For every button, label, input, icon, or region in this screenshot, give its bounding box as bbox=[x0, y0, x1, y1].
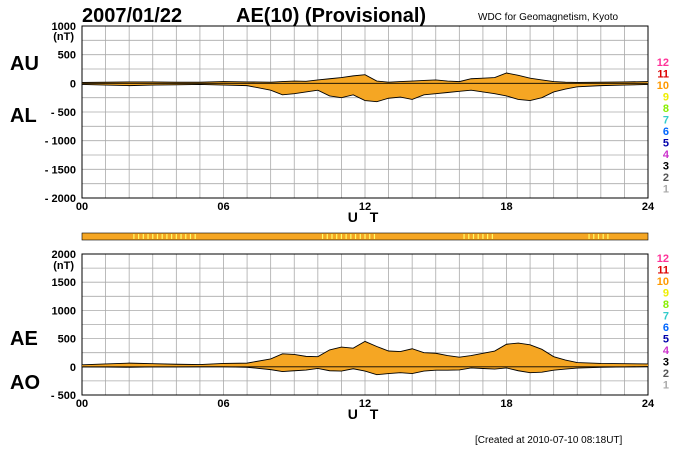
chart-date: 2007/01/22 bbox=[82, 5, 182, 27]
station-legend-item: 6 bbox=[663, 126, 669, 138]
plot-frame bbox=[81, 25, 649, 199]
x-tick-label: 18 bbox=[500, 398, 512, 410]
station-legend-item: 1 bbox=[663, 184, 669, 196]
station-legend-item: 3 bbox=[663, 161, 669, 173]
series-1-line bbox=[81, 84, 649, 103]
institution-label: WDC for Geomagnetism, Kyoto bbox=[478, 12, 618, 23]
station-legend-item: 7 bbox=[663, 115, 669, 127]
station-legend-item: 2 bbox=[663, 368, 669, 380]
created-timestamp: [Created at 2010-07-10 08:18UT] bbox=[475, 435, 623, 446]
series-0-area bbox=[82, 341, 648, 367]
station-legend-item: 8 bbox=[663, 299, 669, 311]
y-tick-label: 500 bbox=[58, 50, 76, 62]
y-tick-label: - 500 bbox=[51, 390, 76, 402]
index-label-upper: AE bbox=[10, 328, 38, 350]
y-tick-label: 500 bbox=[58, 334, 76, 346]
y-tick-label: 0 bbox=[70, 78, 76, 90]
y-tick-label: 1000 bbox=[52, 305, 76, 317]
station-legend-item: 6 bbox=[663, 322, 669, 334]
station-legend-item: 5 bbox=[663, 334, 669, 346]
index-label-lower: AO bbox=[10, 372, 40, 394]
station-legend-item: 8 bbox=[663, 103, 669, 115]
series-0-area bbox=[82, 73, 648, 84]
station-legend-item: 11 bbox=[657, 69, 669, 81]
x-tick-label: 00 bbox=[76, 201, 88, 213]
y-tick-label: - 500 bbox=[51, 107, 76, 119]
y-tick-label: - 1500 bbox=[45, 164, 76, 176]
x-tick-label: 12 bbox=[359, 398, 371, 410]
plot-frame bbox=[81, 253, 649, 396]
y-tick-label: - 2000 bbox=[45, 193, 76, 205]
station-legend-item: 5 bbox=[663, 138, 669, 150]
series-0-line bbox=[81, 72, 649, 83]
station-legend-item: 10 bbox=[657, 276, 669, 288]
series-1-area bbox=[82, 83, 648, 102]
station-legend-item: 4 bbox=[663, 345, 670, 357]
y-tick-label: 2000 bbox=[52, 249, 76, 261]
y-tick-label: - 1000 bbox=[45, 136, 76, 148]
station-legend-item: 3 bbox=[663, 357, 669, 369]
chart-title: AE(10) (Provisional) bbox=[236, 5, 426, 27]
station-legend-item: 12 bbox=[657, 253, 669, 265]
x-tick-label: 24 bbox=[642, 398, 655, 410]
station-legend-item: 11 bbox=[657, 265, 669, 277]
index-label-upper: AU bbox=[10, 53, 39, 75]
x-axis-label: U T bbox=[348, 406, 383, 422]
x-tick-label: 12 bbox=[359, 201, 371, 213]
station-legend-item: 1 bbox=[663, 380, 669, 392]
station-legend-item: 12 bbox=[657, 57, 669, 69]
station-legend-item: 7 bbox=[663, 311, 669, 323]
index-label-lower: AL bbox=[10, 105, 37, 127]
series-0-line bbox=[81, 340, 649, 366]
y-unit-label: (nT) bbox=[53, 260, 74, 272]
x-tick-label: 24 bbox=[642, 201, 655, 213]
station-legend-item: 2 bbox=[663, 172, 669, 184]
y-tick-label: 1000 bbox=[52, 21, 76, 33]
y-tick-label: 0 bbox=[70, 362, 76, 374]
y-tick-label: 1500 bbox=[52, 277, 76, 289]
x-tick-label: 06 bbox=[217, 201, 229, 213]
x-tick-label: 18 bbox=[500, 201, 512, 213]
x-tick-label: 00 bbox=[76, 398, 88, 410]
station-coverage-bar bbox=[81, 232, 649, 241]
x-tick-label: 06 bbox=[217, 398, 229, 410]
station-legend-item: 9 bbox=[663, 288, 669, 300]
au-al-panel: 1000 500 0 - 500 - 1000 - 1500 - 2000 (nT) 00 06 1… bbox=[10, 21, 655, 225]
station-legend-item: 10 bbox=[657, 80, 669, 92]
ae-ao-panel: 2000 1500 1000 500 0 - 500 (nT) 00 06 12 18 24 U T AE… bbox=[10, 249, 655, 422]
station-legend-item: 9 bbox=[663, 92, 669, 104]
y-unit-label: (nT) bbox=[53, 31, 74, 43]
x-axis-label: U T bbox=[348, 209, 383, 225]
station-legend-item: 4 bbox=[663, 149, 670, 161]
